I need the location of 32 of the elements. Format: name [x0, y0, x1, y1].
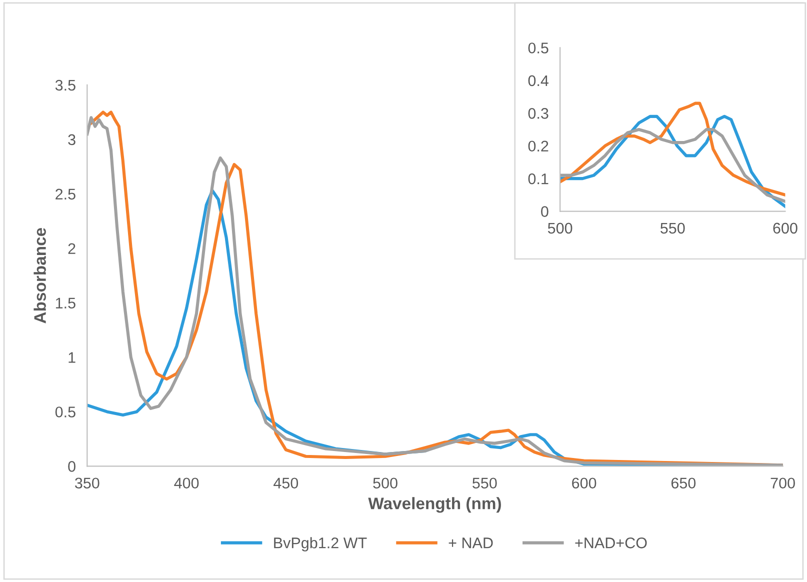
- line-series: [560, 128, 786, 203]
- x-axis-title: Wavelength (nm): [368, 497, 501, 513]
- y-tick-label: 3: [68, 134, 76, 146]
- legend-label: BvPgb1.2 WT: [274, 537, 367, 552]
- y-tick-label: 0.1: [528, 173, 548, 184]
- legend-label: + NAD: [448, 538, 493, 548]
- y-tick-label: 0.5: [55, 406, 76, 418]
- y-tick-label: 0.2: [528, 140, 548, 152]
- legend-label: +NAD+CO: [575, 538, 647, 548]
- x-tick-label: 450: [274, 478, 298, 489]
- y-axis-title: Absorbance: [34, 228, 46, 324]
- x-tick-label: 500: [373, 478, 398, 489]
- x-tick-label: 700: [770, 478, 795, 489]
- y-tick-label: 0: [68, 461, 76, 472]
- y-tick-label: 0.5: [528, 42, 548, 54]
- x-tick-label: 600: [773, 222, 798, 234]
- y-tick-label: 3.5: [55, 80, 76, 91]
- line-series: [560, 102, 786, 196]
- x-tick-label: 550: [472, 478, 497, 489]
- y-tick-label: 1: [68, 352, 76, 363]
- x-tick-label: 600: [572, 478, 596, 489]
- y-tick-label: 0.3: [528, 108, 548, 119]
- x-tick-label: 350: [74, 478, 100, 489]
- y-tick-label: 0.4: [528, 75, 548, 86]
- x-tick-label: 400: [174, 478, 199, 489]
- y-tick-label: 2.5: [56, 188, 76, 200]
- x-tick-label: 650: [671, 478, 696, 489]
- x-tick-label: 550: [660, 222, 685, 234]
- y-tick-label: 0: [541, 206, 548, 217]
- y-tick-label: 1.5: [56, 298, 76, 308]
- x-tick-label: 500: [548, 222, 572, 234]
- y-tick-label: 2: [68, 243, 76, 254]
